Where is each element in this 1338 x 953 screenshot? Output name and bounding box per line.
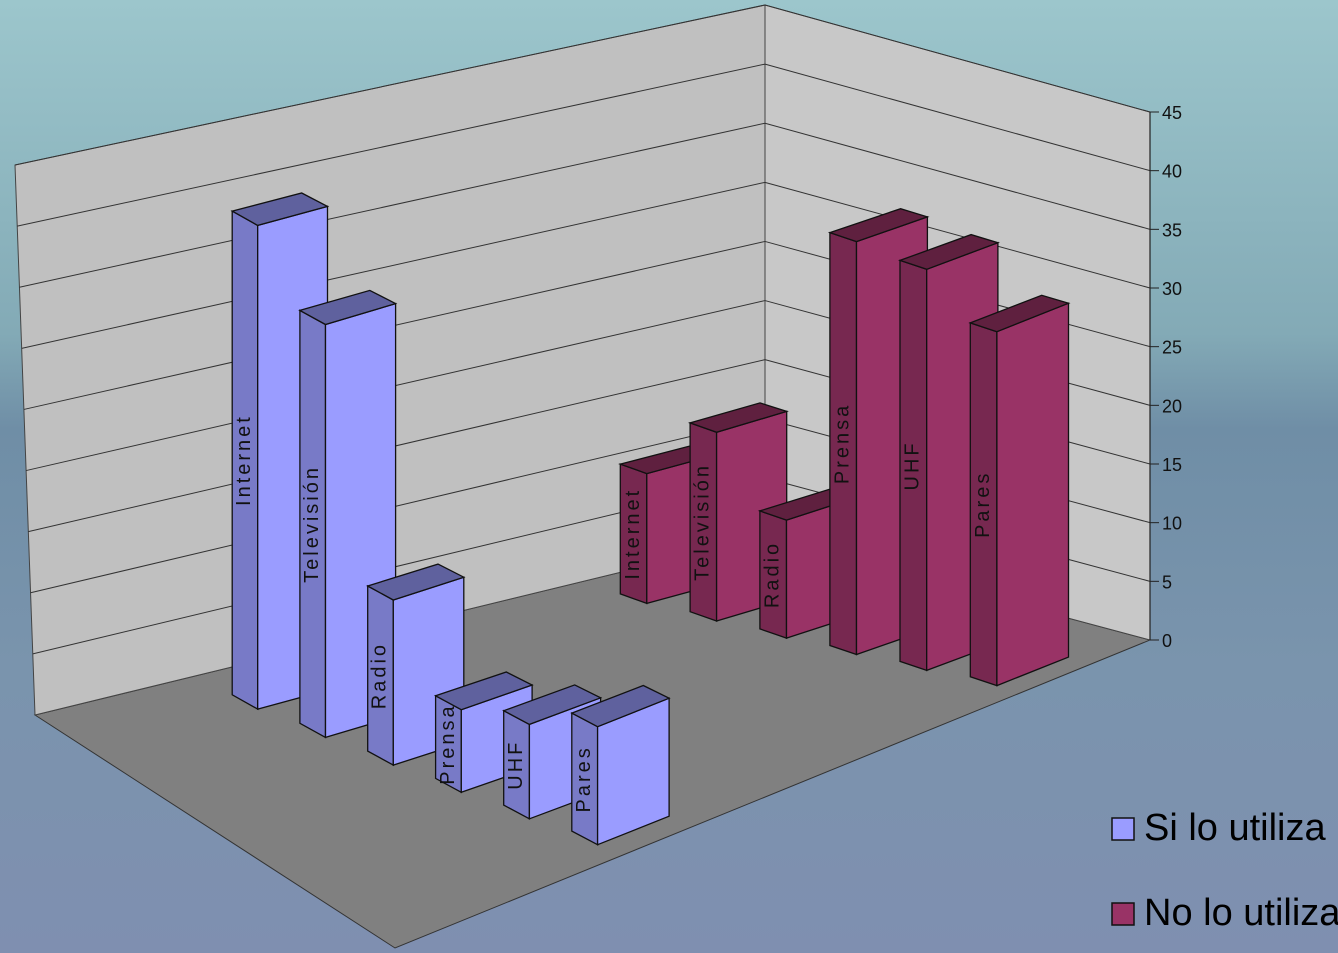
bar-si-lo-utiliza-pares: Pares xyxy=(570,684,671,846)
gridline xyxy=(19,122,766,288)
bar-category-label: UHF xyxy=(505,740,527,790)
gridline xyxy=(764,63,1151,172)
y-tick-label: 5 xyxy=(1162,572,1172,592)
bar-top-face xyxy=(230,192,330,227)
bar-category-label: Televisión xyxy=(692,463,714,581)
gridline xyxy=(30,418,766,594)
bar-front-face xyxy=(996,302,1070,687)
bar-top-face xyxy=(827,208,930,243)
y-tick-label: 25 xyxy=(1162,338,1182,358)
bar-category-label: Prensa xyxy=(832,403,854,484)
bar-category-label: Pares xyxy=(573,745,595,812)
bar-category-label: Prensa xyxy=(437,703,459,784)
y-tick-label: 35 xyxy=(1162,220,1182,240)
legend-label: Si lo utiliza xyxy=(1144,807,1326,849)
legend-swatch xyxy=(1111,817,1135,841)
gridline xyxy=(764,122,1151,230)
bar-top-face xyxy=(570,684,671,728)
bar-top-face xyxy=(298,289,398,326)
bar-top-face xyxy=(968,294,1071,333)
gridline xyxy=(14,4,766,166)
bar-category-label: Radio xyxy=(761,541,783,608)
bar-top-face xyxy=(687,402,789,433)
bar-no-lo-utiliza-pares: Pares xyxy=(968,294,1071,687)
bar-top-face xyxy=(366,563,466,601)
bar-top-face xyxy=(433,671,534,711)
bar-category-label: Internet xyxy=(233,414,255,506)
bar-top-face xyxy=(502,684,603,726)
y-tick-label: 0 xyxy=(1162,631,1172,651)
legend: Si lo utiliza No lo utiliza xyxy=(1111,807,1338,934)
y-tick-label: 45 xyxy=(1162,103,1182,123)
y-tick-label: 30 xyxy=(1162,279,1182,299)
bar-category-label: UHF xyxy=(902,440,924,490)
bar-category-label: Radio xyxy=(369,642,391,709)
bar-category-label: Internet xyxy=(622,488,644,580)
y-tick-label: 15 xyxy=(1162,455,1182,475)
gridline xyxy=(764,4,1151,113)
legend-label: No lo utiliza xyxy=(1144,892,1338,934)
gridline xyxy=(17,63,766,227)
bar-category-label: Televisión xyxy=(301,465,323,583)
plot-area: 0 5 10 15 20 25 30 35 40 45 Internet Internet Televi… xyxy=(14,4,1182,949)
gridline xyxy=(28,359,766,533)
bar-top-face xyxy=(898,233,1000,270)
gridline xyxy=(764,181,1151,289)
legend-swatch xyxy=(1111,902,1135,926)
gridline xyxy=(21,181,766,349)
y-tick-label: 40 xyxy=(1162,162,1182,182)
y-tick-label: 10 xyxy=(1162,514,1182,534)
y-tick-label: 20 xyxy=(1162,396,1182,416)
bar-category-label: Pares xyxy=(972,471,994,538)
